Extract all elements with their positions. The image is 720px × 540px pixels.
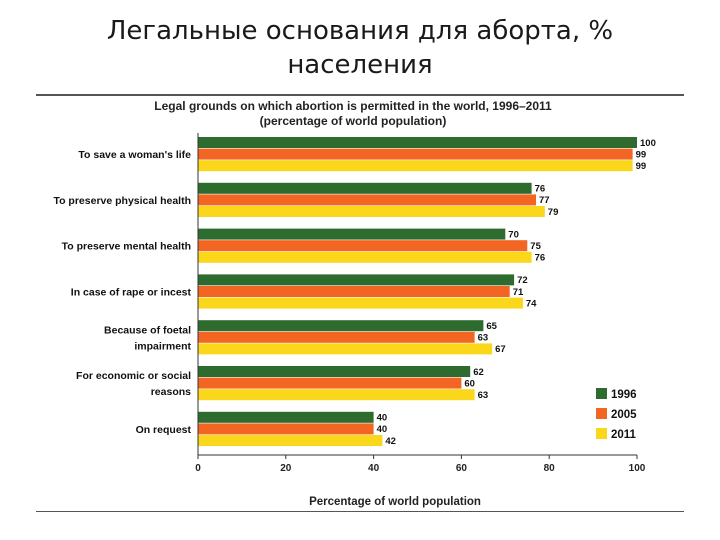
data-label: 77 [539, 195, 550, 206]
x-tick-label: 60 [456, 463, 468, 474]
top-divider [36, 94, 684, 96]
data-label: 42 [385, 436, 396, 447]
x-tick-label: 0 [195, 463, 201, 474]
slide-title-line-1: Легальные основания для аборта, % [106, 16, 614, 46]
category-label: To preserve physical health [53, 195, 191, 207]
data-label: 70 [508, 229, 519, 240]
chart-title: Legal grounds on which abortion is permi… [154, 99, 552, 113]
data-label: 63 [478, 390, 489, 401]
category-label: On request [136, 424, 192, 436]
bar-2011 [198, 389, 475, 401]
bar-1996 [198, 137, 637, 148]
x-axis-title: Percentage of world population [309, 496, 481, 508]
data-label: 100 [640, 138, 656, 149]
bar-1996 [198, 274, 515, 286]
data-label: 79 [548, 207, 559, 218]
x-tick-label: 40 [368, 463, 380, 474]
bar-2005 [198, 240, 528, 252]
category-label: For economic or social [76, 370, 191, 382]
data-label: 76 [535, 184, 546, 195]
legend-swatch-2005 [596, 408, 607, 419]
bar-2011 [198, 160, 633, 172]
bar-1996 [198, 366, 471, 377]
legend-label: 1996 [611, 389, 637, 401]
legend-label: 2011 [611, 429, 637, 441]
bar-2005 [198, 331, 475, 343]
category-label: reasons [151, 386, 191, 398]
x-tick-label: 100 [629, 463, 646, 474]
bar-2005 [198, 194, 536, 206]
legend-swatch-1996 [596, 388, 607, 399]
x-tick-label: 80 [544, 463, 556, 474]
bar-2011 [198, 206, 545, 217]
data-label: 63 [478, 333, 489, 344]
category-label: impairment [134, 340, 191, 352]
bar-1996 [198, 411, 374, 423]
data-label: 99 [636, 161, 647, 172]
legend-label: 2005 [611, 409, 637, 421]
data-label: 75 [530, 241, 541, 252]
data-label: 76 [535, 253, 546, 264]
bottom-divider [36, 511, 684, 512]
x-axis: 0 20 40 60 80 100 [195, 133, 646, 474]
data-label: 74 [526, 298, 537, 309]
bar-2005 [198, 148, 633, 160]
data-label: 67 [495, 344, 506, 355]
data-label: 99 [636, 149, 647, 160]
bar-1996 [198, 182, 532, 194]
bar-2005 [198, 377, 462, 389]
bar-1996 [198, 228, 506, 240]
data-label: 40 [377, 424, 388, 435]
bar-2011 [198, 435, 383, 446]
bar-2011 [198, 297, 523, 309]
bar-2005 [198, 286, 510, 297]
data-label: 65 [486, 321, 497, 332]
data-label: 62 [473, 367, 484, 378]
legend-swatch-2011 [596, 428, 607, 439]
data-label: 40 [377, 413, 388, 424]
legend: 1996 2005 2011 [596, 388, 637, 441]
category-label: To preserve mental health [62, 241, 191, 253]
x-tick-label: 20 [280, 463, 292, 474]
chart-subtitle: (percentage of world population) [260, 114, 447, 128]
data-label: 60 [464, 378, 475, 389]
category-label: Because of foetal [104, 324, 191, 336]
bar-2005 [198, 423, 374, 435]
category-label: To save a woman's life [78, 149, 191, 161]
slide-title: Легальные основания для аборта, % населе… [60, 14, 660, 82]
bar-2011 [198, 343, 493, 355]
category-label: In case of rape or incest [71, 287, 192, 299]
bar-1996 [198, 320, 484, 332]
data-label: 71 [513, 287, 524, 298]
data-label: 72 [517, 275, 528, 286]
slide-title-line-2: населения [287, 50, 433, 80]
bar-2011 [198, 251, 532, 263]
